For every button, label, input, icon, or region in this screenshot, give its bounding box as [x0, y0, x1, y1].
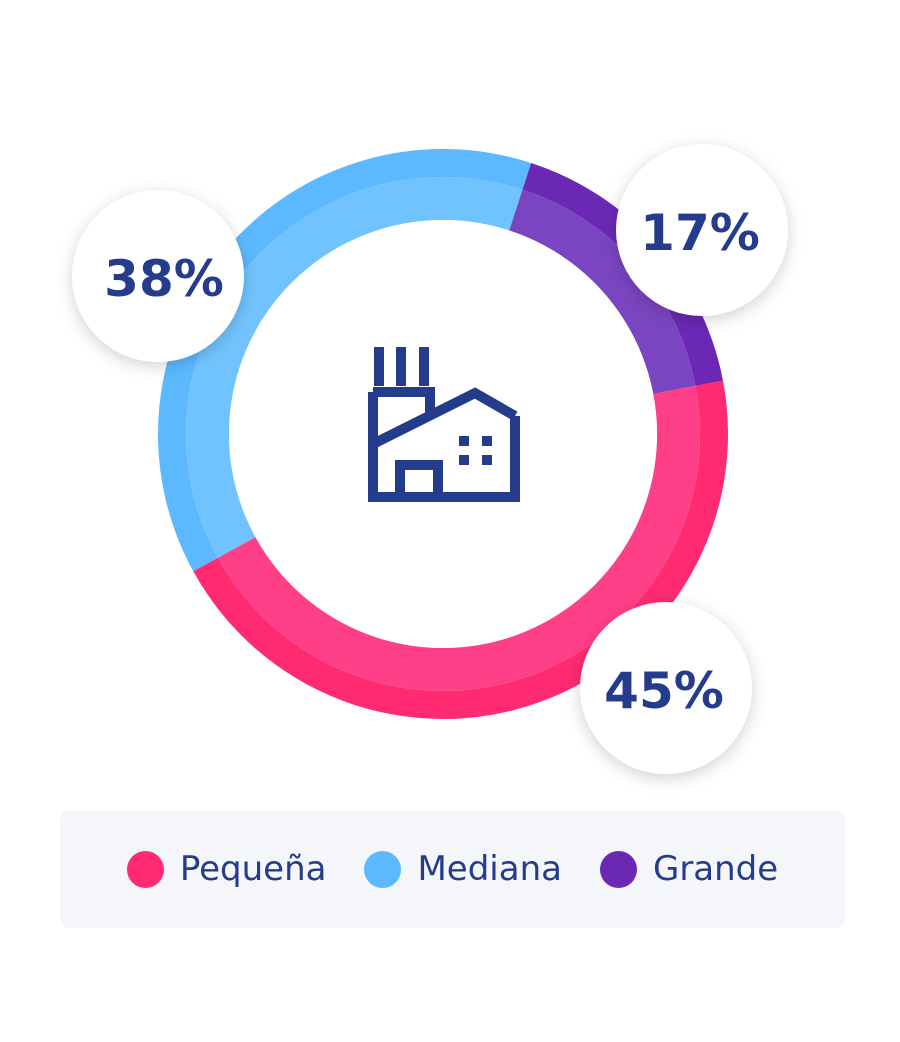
legend-item-pequena: Pequeña — [126, 849, 327, 889]
legend-swatch-mediana — [364, 850, 402, 888]
slice-grande-inner-band — [509, 189, 696, 394]
legend-swatch-grande — [599, 850, 637, 888]
legend-item-grande: Grande — [599, 849, 779, 889]
slice-mediana-inner-band — [186, 176, 523, 558]
factory-icon — [368, 347, 520, 502]
slice-mediana — [157, 148, 532, 572]
slice-pequena-inner-band — [217, 385, 701, 691]
slice-label-mediana: 38% — [104, 250, 224, 308]
slice-label-grande: 17% — [640, 204, 760, 262]
donut-slices — [157, 148, 728, 719]
legend-label-grande: Grande — [652, 849, 779, 889]
label-bubble-grande: 17% — [616, 144, 788, 316]
legend: Pequeña Mediana Grande — [60, 810, 845, 928]
slice-label-pequena: 45% — [604, 662, 724, 720]
donut-chart: 38% 17% 45% — [72, 144, 788, 774]
legend-label-mediana: Mediana — [417, 849, 562, 889]
legend-label-pequena: Pequeña — [179, 849, 327, 889]
slice-grande — [522, 162, 723, 386]
donut-hole — [229, 220, 657, 648]
label-bubble-mediana: 38% — [72, 190, 244, 362]
legend-item-mediana: Mediana — [364, 849, 562, 889]
label-bubble-pequena: 45% — [580, 602, 752, 774]
legend-swatch-pequena — [126, 850, 164, 888]
